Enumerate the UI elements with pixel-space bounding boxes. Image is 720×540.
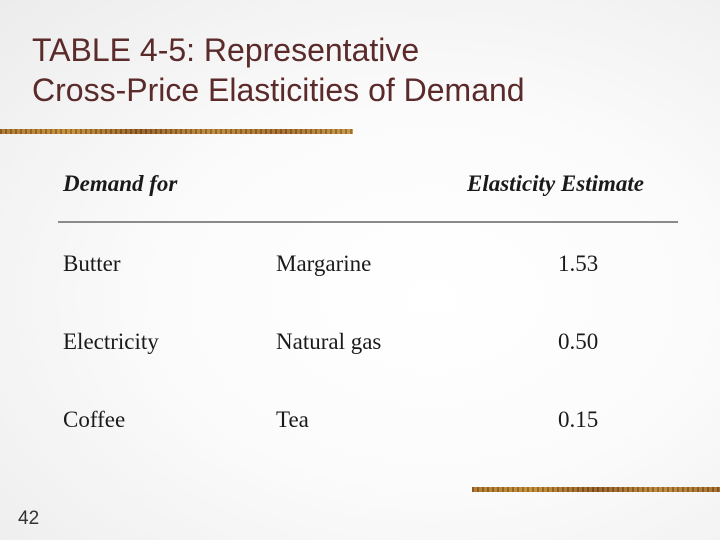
related-good-cell: Natural gas xyxy=(276,329,382,354)
column-header-demand-for: Demand for xyxy=(63,171,178,196)
elasticity-estimate-cell: 0.15 xyxy=(558,407,599,432)
column-header-elasticity-estimate: Elasticity Estimate xyxy=(467,171,644,196)
table-row: Coffee Tea 0.15 xyxy=(58,407,678,437)
elasticity-estimate-cell: 1.53 xyxy=(558,251,599,276)
demand-good-cell: Coffee xyxy=(63,407,126,432)
slide-title-line-2: Cross-Price Elasticities of Demand xyxy=(32,72,525,108)
header-rule xyxy=(58,221,678,223)
elasticity-estimate-cell: 0.50 xyxy=(558,329,599,354)
demand-good-cell: Electricity xyxy=(63,329,159,354)
slide-title-line-1: TABLE 4-5: Representative xyxy=(32,32,420,68)
slide-title: TABLE 4-5: Representative Cross-Price El… xyxy=(32,30,672,110)
related-good-cell: Tea xyxy=(276,407,309,432)
title-underline-bar xyxy=(0,129,353,134)
table-row: Butter Margarine 1.53 xyxy=(58,251,678,281)
footer-accent-bar xyxy=(472,487,720,492)
page-number: 42 xyxy=(18,508,40,529)
related-good-cell: Margarine xyxy=(276,251,372,276)
table-row: Electricity Natural gas 0.50 xyxy=(58,329,678,359)
demand-good-cell: Butter xyxy=(63,251,121,276)
